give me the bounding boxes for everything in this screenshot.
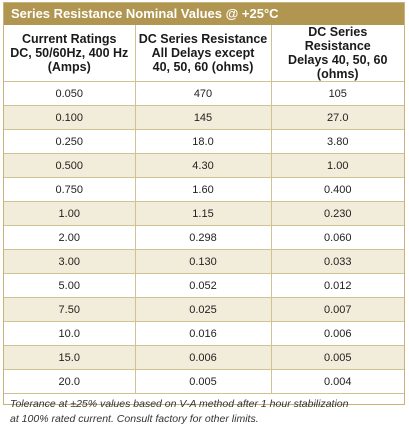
table-body: 0.050 470 105 0.100 145 27.0 0.250 18.0 3.80 0.50… [4, 81, 404, 394]
table-cell: 7.50 [4, 297, 136, 322]
header-resistance-all-delays: DC Series Resistance All Delays except 4… [135, 25, 272, 82]
table-cell: 27.0 [271, 105, 404, 130]
table-cell: 145 [135, 105, 272, 130]
table-row: 20.0 0.005 0.004 [4, 369, 404, 394]
header-line: Delays 40, 50, 60 [288, 53, 388, 67]
table-cell: 0.400 [271, 177, 404, 202]
table-cell: 15.0 [4, 345, 136, 370]
header-row: Current Ratings DC, 50/60Hz, 400 Hz (Amp… [4, 25, 404, 82]
table-cell: 0.006 [135, 345, 272, 370]
header-line: All Delays except [151, 46, 255, 60]
header-line: (ohms) [316, 67, 359, 81]
header-resistance-delays-40-50-60: DC Series Resistance Delays 40, 50, 60 (… [271, 25, 404, 82]
table-row: 0.500 4.30 1.00 [4, 153, 404, 178]
resistance-table: Current Ratings DC, 50/60Hz, 400 Hz (Amp… [4, 25, 404, 394]
table-cell: 0.033 [271, 249, 404, 274]
table-cell: 0.052 [135, 273, 272, 298]
table-cell: 0.230 [271, 201, 404, 226]
header-line: DC Series Resistance [304, 25, 371, 53]
table-cell: 3.00 [4, 249, 136, 274]
table-cell: 0.250 [4, 129, 136, 154]
footnote-line: at 100% rated current. Consult factory f… [10, 413, 259, 425]
table-row: 10.0 0.016 0.006 [4, 321, 404, 346]
table-row: 7.50 0.025 0.007 [4, 297, 404, 322]
table-cell: 0.130 [135, 249, 272, 274]
table-cell: 0.007 [271, 297, 404, 322]
header-line: DC, 50/60Hz, 400 Hz [10, 46, 129, 60]
table-title: Series Resistance Nominal Values @ +25°C [4, 3, 404, 25]
table-row: 15.0 0.006 0.005 [4, 345, 404, 370]
table-cell: 0.012 [271, 273, 404, 298]
table-cell: 105 [271, 81, 404, 106]
table-cell: 20.0 [4, 369, 136, 394]
table-row: 0.100 145 27.0 [4, 105, 404, 130]
footnote-line: Tolerance at ±25% values based on V-A me… [10, 398, 349, 410]
table-cell: 0.060 [271, 225, 404, 250]
table-cell: 0.100 [4, 105, 136, 130]
table-row: 3.00 0.130 0.033 [4, 249, 404, 274]
table-cell: 1.00 [271, 153, 404, 178]
table-cell: 470 [135, 81, 272, 106]
table-cell: 0.500 [4, 153, 136, 178]
table-row: 0.250 18.0 3.80 [4, 129, 404, 154]
table-cell: 0.025 [135, 297, 272, 322]
table-cell: 1.00 [4, 201, 136, 226]
table-cell: 2.00 [4, 225, 136, 250]
table-cell: 0.298 [135, 225, 272, 250]
table-cell: 0.004 [271, 369, 404, 394]
table-cell: 18.0 [135, 129, 272, 154]
table-row: 0.050 470 105 [4, 81, 404, 106]
header-line: DC Series Resistance [138, 32, 268, 46]
header-line: (Amps) [47, 60, 91, 74]
table-row: 1.00 1.15 0.230 [4, 201, 404, 226]
table-cell: 1.15 [135, 201, 272, 226]
table-cell: 4.30 [135, 153, 272, 178]
header-line: Current Ratings [22, 32, 117, 46]
table-cell: 0.750 [4, 177, 136, 202]
table-row: 2.00 0.298 0.060 [4, 225, 404, 250]
table-cell: 0.005 [271, 345, 404, 370]
resistance-table-panel: Series Resistance Nominal Values @ +25°C… [3, 2, 405, 425]
header-current-ratings: Current Ratings DC, 50/60Hz, 400 Hz (Amp… [4, 25, 136, 82]
table-cell: 0.016 [135, 321, 272, 346]
table-cell: 3.80 [271, 129, 404, 154]
table-row: 0.750 1.60 0.400 [4, 177, 404, 202]
table-cell: 0.006 [271, 321, 404, 346]
table-cell: 0.005 [135, 369, 272, 394]
table-cell: 5.00 [4, 273, 136, 298]
table-row: 5.00 0.052 0.012 [4, 273, 404, 298]
header-line: 40, 50, 60 (ohms) [152, 60, 254, 74]
table-cell: 1.60 [135, 177, 272, 202]
table-cell: 0.050 [4, 81, 136, 106]
table-cell: 10.0 [4, 321, 136, 346]
footnote: Tolerance at ±25% values based on V-A me… [4, 394, 404, 427]
